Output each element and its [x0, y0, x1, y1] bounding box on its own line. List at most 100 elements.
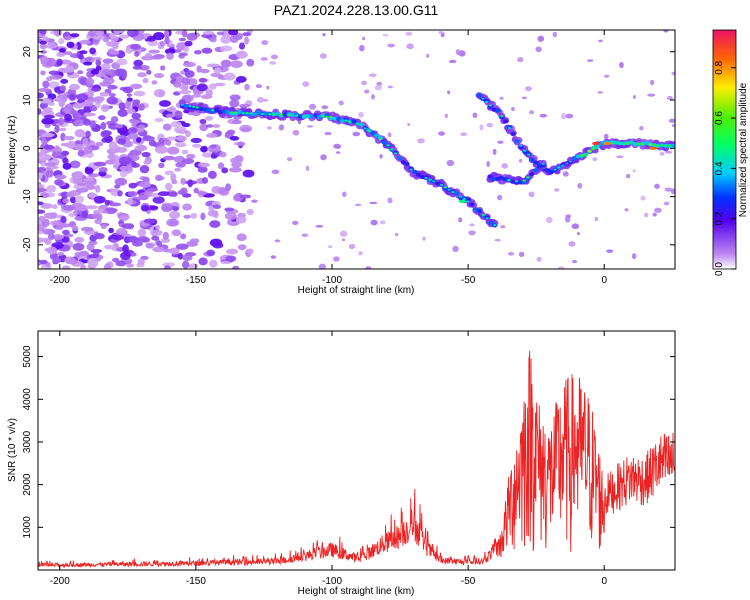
- spectrogram-cell: [188, 263, 199, 269]
- spectrogram-cell: [266, 126, 272, 130]
- snr-y-label: SNR (10 * v/v): [7, 418, 18, 482]
- colorbar-tick-label: 0.8: [714, 60, 725, 74]
- spectrogram-cell: [40, 56, 49, 64]
- spectrogram-cell: [231, 119, 242, 125]
- colorbar-tick-label: 0.4: [714, 161, 725, 175]
- spectrogram-cell: [508, 251, 515, 256]
- spectrogram-cell: [111, 234, 124, 241]
- spectrogram-cell: [137, 235, 149, 243]
- spectrogram-cell: [358, 111, 364, 118]
- spectrogram-cell: [183, 46, 190, 53]
- colorbar-gradient: [712, 29, 737, 270]
- spectrogram-cell: [119, 251, 131, 260]
- spectrogram-cell: [335, 151, 341, 154]
- spectrogram-cell: [92, 250, 100, 258]
- spectrogram-cell: [200, 145, 208, 153]
- ridge-core: [344, 119, 348, 122]
- spectrogram-cell: [43, 114, 56, 119]
- spectrogram-cell: [152, 31, 165, 41]
- spectrogram-cell: [278, 124, 285, 131]
- spectrogram-cell: [142, 135, 155, 142]
- ridge-cell: [400, 160, 406, 165]
- spectrogram-cell: [301, 233, 309, 238]
- spectrogram-cell: [640, 195, 646, 201]
- ridge-cell: [252, 112, 258, 117]
- ridge-core: [667, 144, 672, 147]
- spectrogram-cell: [619, 61, 624, 69]
- x-tick-label: -100: [322, 576, 342, 587]
- ridge-peak: [649, 146, 658, 150]
- spectrogram-cell: [130, 162, 141, 168]
- spectrogram-cell: [69, 83, 80, 91]
- spectrogram-cell: [38, 92, 44, 99]
- spectrogram-cell: [166, 136, 178, 141]
- spectrogram-cell: [85, 130, 91, 139]
- spectrogram-cell: [122, 86, 134, 94]
- ridge-core: [660, 144, 664, 147]
- ridge-cell: [670, 143, 675, 148]
- spectrogram-cell: [87, 30, 96, 37]
- ridge-cell: [514, 139, 520, 144]
- y-tick-label: 4000: [22, 388, 33, 411]
- spectrogram-cell: [663, 201, 670, 206]
- spectrogram-cell: [38, 209, 46, 214]
- colorbar-label: Normalized spectral amplitude: [738, 82, 749, 217]
- spectrogram-cell: [39, 30, 47, 35]
- spectrogram-cell: [181, 149, 189, 155]
- spectrogram-cell: [472, 112, 478, 119]
- spectrogram-cell: [274, 239, 281, 243]
- spectrogram-cell: [39, 43, 48, 50]
- spectrogram-cell: [66, 140, 76, 149]
- spectrogram-cell: [73, 119, 86, 127]
- spectrogram-cell: [127, 191, 138, 197]
- spectrogram-cell: [66, 192, 75, 198]
- spectrogram-cell: [143, 218, 156, 224]
- spectrogram-cell: [47, 101, 55, 106]
- ridge-core: [272, 113, 276, 116]
- ridge-core: [363, 127, 367, 130]
- spectrogram-cell: [103, 263, 111, 269]
- ridge-core: [302, 114, 306, 117]
- spectrogram-y-ticks: -20 -10 0 10 20: [22, 46, 675, 252]
- colorbar-tick-label: 0.2: [714, 211, 725, 225]
- spectrogram-cell: [108, 32, 116, 39]
- y-tick-label: 10: [22, 94, 33, 106]
- spectrogram-cell: [57, 252, 64, 256]
- spectrogram-cell: [42, 36, 49, 42]
- spectrogram-cell: [38, 188, 48, 193]
- spectrogram-cell: [119, 169, 128, 178]
- spectrogram-cell: [132, 65, 143, 70]
- spectrogram-cell: [292, 129, 300, 136]
- ridge-core: [439, 183, 444, 186]
- spectrogram-cell: [348, 243, 356, 250]
- spectrogram-cell: [74, 144, 85, 151]
- spectrogram-cell: [525, 85, 532, 92]
- spectrogram-cell: [659, 151, 665, 156]
- spectrogram-cell: [225, 183, 232, 191]
- spectrogram-cell: [128, 132, 139, 140]
- spectrogram-cell: [52, 257, 62, 264]
- spectrogram-cell: [46, 246, 58, 255]
- spectrogram-cell: [139, 165, 150, 174]
- spectrogram-cell: [64, 35, 72, 41]
- spectrogram-cell: [138, 103, 145, 111]
- spectrogram-cell: [235, 215, 247, 224]
- spectrogram-cell: [447, 90, 451, 95]
- spectrogram-cell: [664, 150, 673, 154]
- spectrogram-cell: [129, 83, 143, 90]
- spectrogram-cell: [118, 156, 132, 165]
- spectrogram-cell: [162, 262, 175, 267]
- spectrogram-cell: [83, 118, 91, 126]
- spectrogram-cell: [562, 171, 569, 177]
- spectrogram-cell: [64, 65, 75, 73]
- spectrogram-cell: [150, 55, 164, 60]
- spectrogram-cell: [110, 116, 119, 124]
- spectrogram-cell: [341, 238, 346, 242]
- ridge-core: [241, 111, 245, 114]
- spectrogram-cell: [58, 37, 65, 45]
- spectrogram-cell: [458, 50, 466, 57]
- spectrogram-cell: [108, 141, 118, 150]
- spectrogram-cell: [387, 197, 393, 204]
- spectrogram-cell: [39, 40, 48, 45]
- spectrogram-cell: [511, 107, 515, 112]
